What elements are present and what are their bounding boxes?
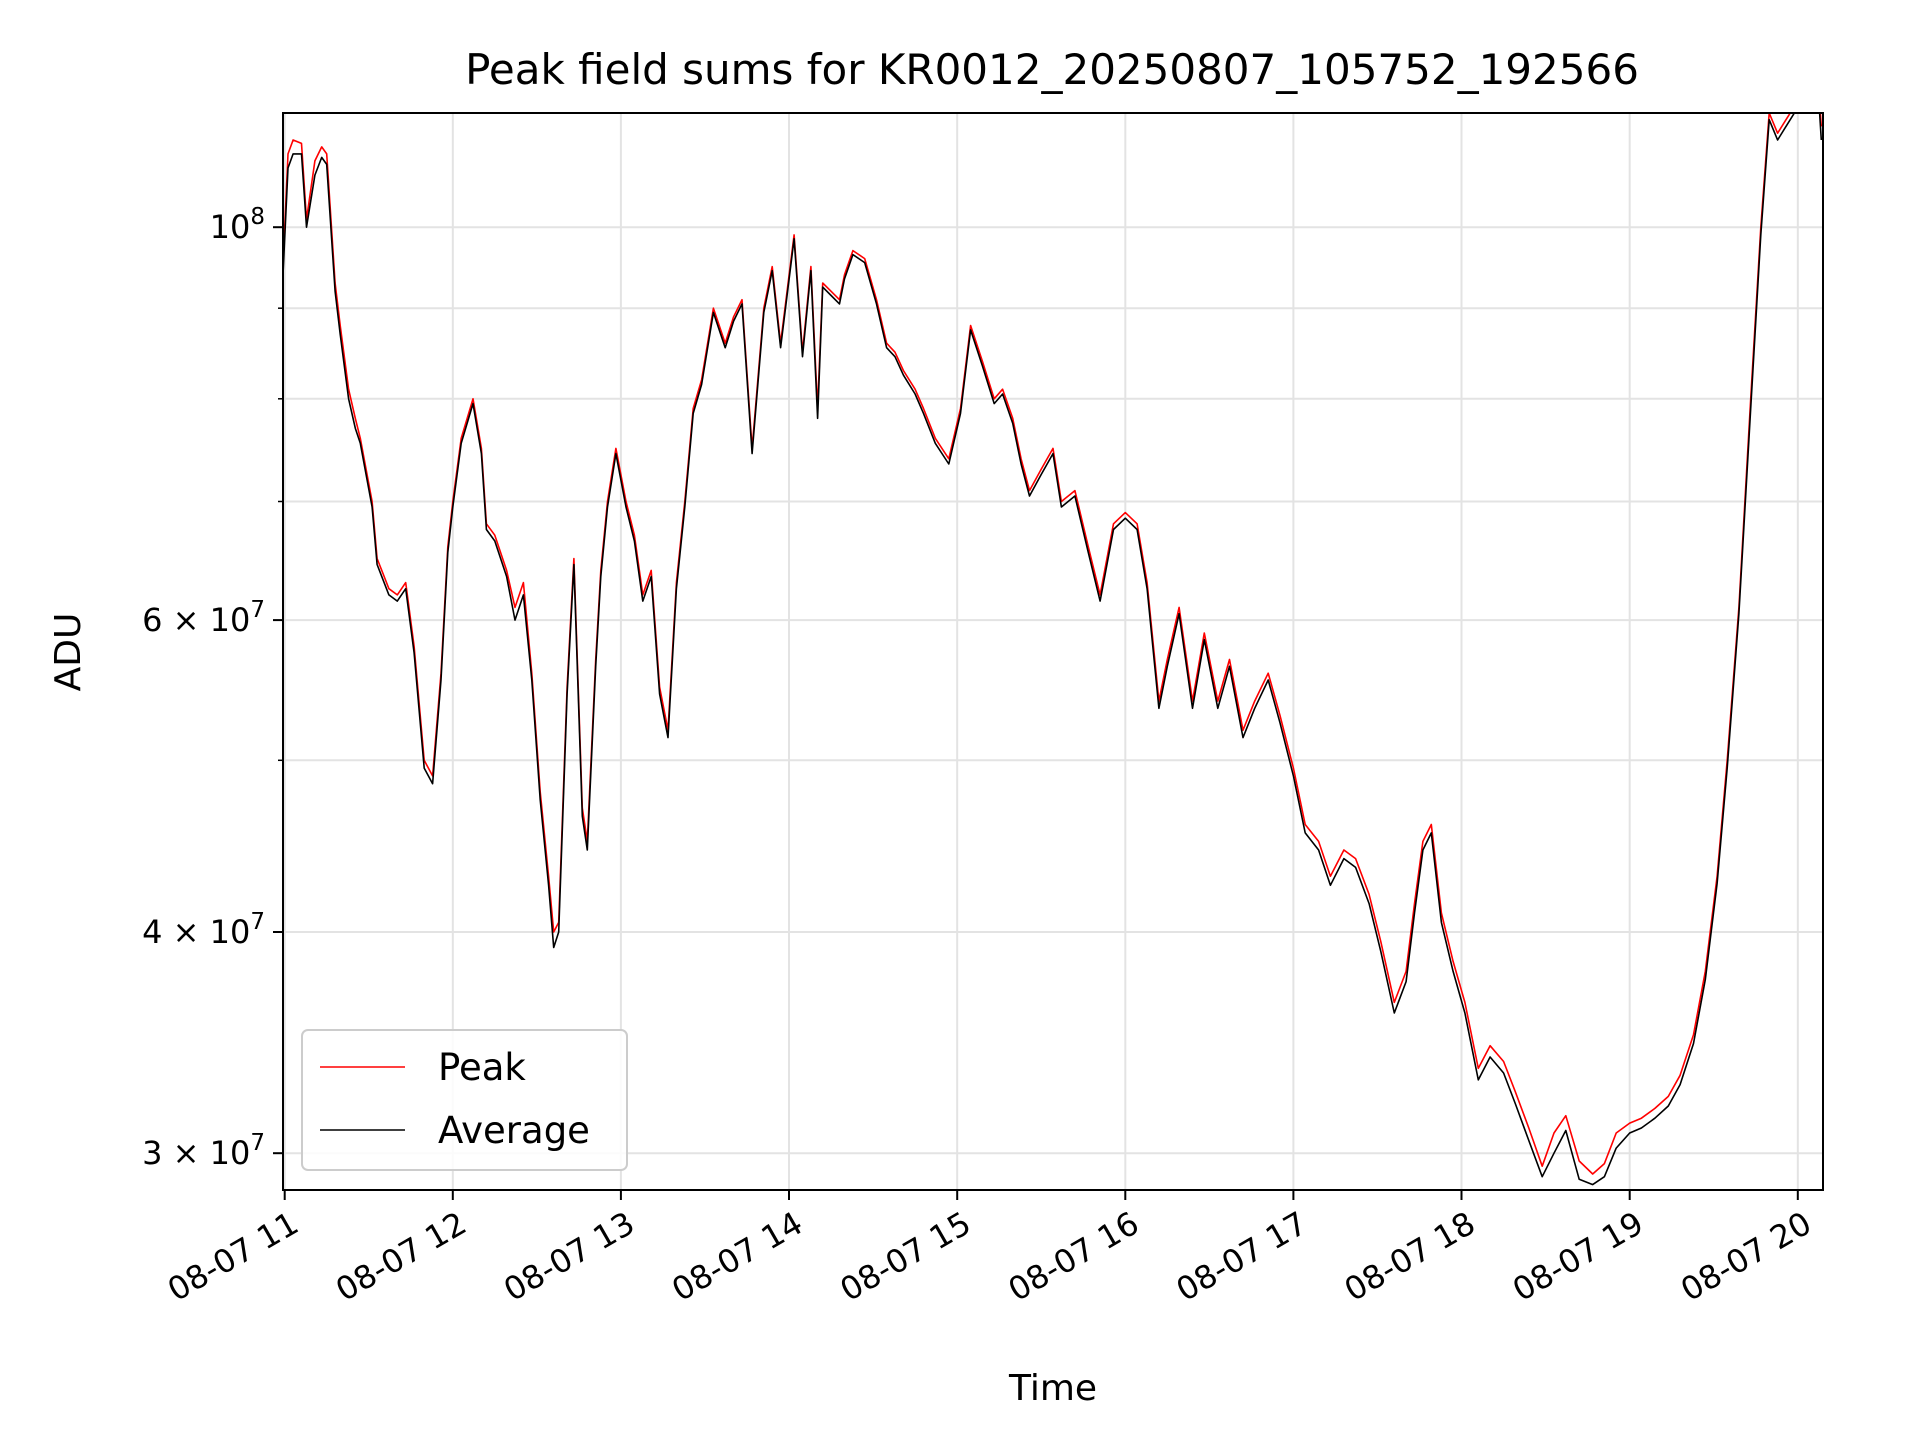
plot-frame [282,112,1824,1191]
legend-box [301,1029,628,1171]
series-line-average [283,113,1823,1186]
y-tick-label: 4 × 107 [142,909,265,951]
legend-label-peak: Peak [438,1046,526,1089]
chart-title: Peak field sums for KR0012_20250807_1057… [465,45,1639,94]
grid [283,113,1823,1190]
legend: Peak Average [301,1029,628,1171]
y-tick-label: 3 × 107 [142,1130,265,1172]
y-tick-label: 6 × 107 [142,597,265,639]
x-axis-label: Time [1008,1368,1097,1409]
y-tick-label: 108 [210,204,265,246]
series-layer [283,113,1823,1186]
y-axis-label: ADU [48,613,89,692]
y-axis: 3 × 107 4 × 107 6 × 107 108 [142,204,283,1172]
legend-label-average: Average [438,1109,590,1152]
